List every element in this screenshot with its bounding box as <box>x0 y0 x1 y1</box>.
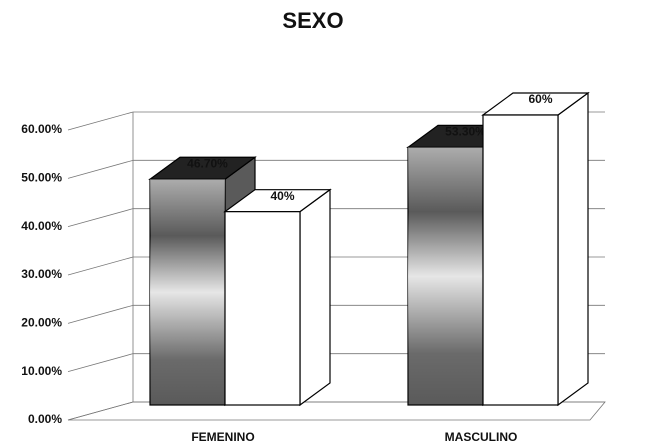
chart-title: SEXO <box>282 8 343 33</box>
bar-face <box>150 179 225 405</box>
grid-line <box>67 111 134 131</box>
grid-line <box>67 159 134 179</box>
x-tick-label: MASCULINO <box>445 430 518 444</box>
y-tick-label: 50.00% <box>21 171 62 185</box>
bar-face <box>408 147 483 405</box>
y-tick-label: 60.00% <box>21 122 62 136</box>
y-tick-label: 10.00% <box>21 364 62 378</box>
y-tick-label: 0.00% <box>28 412 62 426</box>
grid-line <box>67 256 134 276</box>
bar-face <box>482 114 559 406</box>
bar-face <box>224 211 301 406</box>
y-tick-label: 20.00% <box>21 316 62 330</box>
bar <box>223 188 332 407</box>
grid-line <box>67 304 134 324</box>
grid-line <box>67 208 134 228</box>
grid-line <box>67 401 134 421</box>
value-label: 53.30% <box>445 125 486 139</box>
value-label: 46.70% <box>187 156 228 170</box>
value-label: 40% <box>270 189 294 203</box>
bar-face <box>557 91 589 407</box>
bar-face <box>299 188 331 407</box>
y-tick-label: 30.00% <box>21 267 62 281</box>
x-tick-label: FEMENINO <box>191 430 254 444</box>
bar <box>481 91 590 407</box>
grid-line <box>67 353 134 373</box>
y-tick-label: 40.00% <box>21 219 62 233</box>
value-label: 60% <box>528 92 552 106</box>
